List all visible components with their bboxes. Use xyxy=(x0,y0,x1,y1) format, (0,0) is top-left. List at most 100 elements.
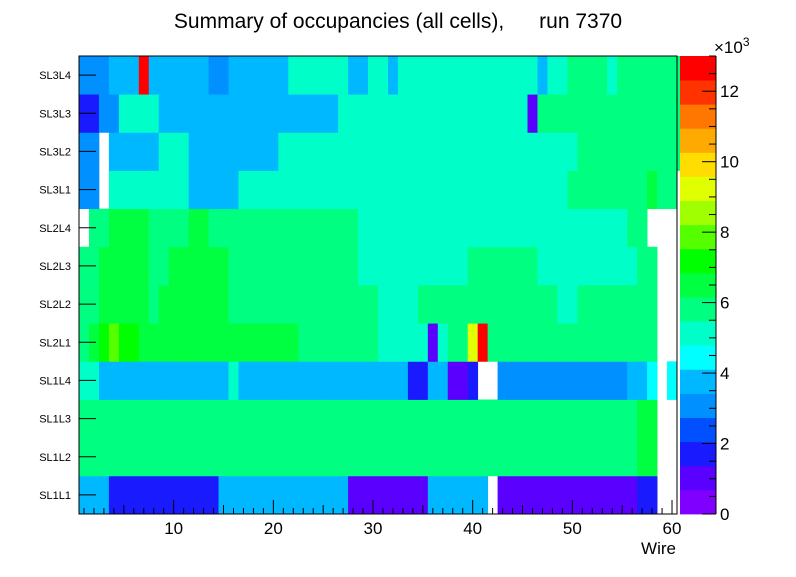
heatmap-cell xyxy=(118,285,130,324)
heatmap-cell xyxy=(138,170,150,210)
heatmap-cell xyxy=(507,246,518,286)
heatmap-cell xyxy=(487,208,498,248)
heatmap-cell xyxy=(637,361,648,400)
heatmap-cell xyxy=(447,361,459,400)
heatmap-cell xyxy=(497,170,508,210)
heatmap-cell xyxy=(108,475,120,515)
heatmap-cell xyxy=(647,285,658,324)
heatmap-cell xyxy=(627,94,638,133)
heatmap-cell xyxy=(198,361,209,400)
heatmap-cell xyxy=(218,437,229,477)
heatmap-cell xyxy=(288,132,299,171)
heatmap-cell xyxy=(138,323,150,362)
heatmap-cell xyxy=(597,285,608,324)
heatmap-cell xyxy=(198,170,209,210)
heatmap-cell xyxy=(537,323,548,362)
heatmap-cell xyxy=(617,475,628,515)
heatmap-cell xyxy=(368,208,379,248)
heatmap-cell xyxy=(467,56,479,95)
heatmap-cell xyxy=(427,285,439,324)
heatmap-cell xyxy=(378,246,389,286)
chart-title: Summary of occupancies (all cells), run … xyxy=(174,10,622,33)
heatmap-cell xyxy=(577,361,588,400)
heatmap-cell xyxy=(158,170,170,210)
y-tick-label: SL2L3 xyxy=(39,261,71,273)
heatmap-cell xyxy=(148,285,160,324)
heatmap-cell xyxy=(328,285,339,324)
heatmap-cell xyxy=(517,285,528,324)
palette-swatch xyxy=(680,345,716,370)
heatmap-cell xyxy=(657,170,668,210)
heatmap-cell xyxy=(447,132,459,171)
heatmap-cell xyxy=(98,399,110,439)
heatmap-cell xyxy=(637,399,648,439)
heatmap-cell xyxy=(238,475,249,515)
heatmap-cell xyxy=(597,246,608,286)
heatmap-cell xyxy=(537,208,548,248)
heatmap-cell xyxy=(268,437,279,477)
heatmap-cell xyxy=(427,132,439,171)
heatmap-cell xyxy=(577,208,588,248)
heatmap-cell xyxy=(577,56,588,95)
palette-swatch xyxy=(680,465,716,491)
heatmap-cell xyxy=(368,132,379,171)
heatmap-cell xyxy=(407,132,419,171)
heatmap-cell xyxy=(238,56,249,95)
heatmap-cell xyxy=(278,285,289,324)
heatmap-cell xyxy=(158,399,170,439)
heatmap-cell xyxy=(188,285,199,324)
heatmap-cell xyxy=(527,56,538,95)
heatmap-cell xyxy=(308,208,319,248)
heatmap-cell xyxy=(617,94,628,133)
heatmap-cell xyxy=(238,246,249,286)
heatmap-cell xyxy=(108,132,120,171)
heatmap-cell xyxy=(427,208,439,248)
heatmap-cell xyxy=(437,56,449,95)
y-tick-label: SL2L4 xyxy=(39,223,71,235)
heatmap-cell xyxy=(208,475,219,515)
heatmap-cell xyxy=(248,246,259,286)
heatmap-cell xyxy=(178,323,190,362)
heatmap-cell xyxy=(128,94,140,133)
heatmap-cell xyxy=(557,437,568,477)
heatmap-cell xyxy=(517,208,528,248)
heatmap-cell xyxy=(298,323,309,362)
color-palette xyxy=(680,56,716,515)
heatmap-cell xyxy=(378,170,389,210)
heatmap-cell xyxy=(348,399,359,439)
heatmap-cell xyxy=(477,94,489,133)
heatmap-cell xyxy=(288,475,299,515)
heatmap-cell xyxy=(447,56,459,95)
heatmap-cell xyxy=(557,132,568,171)
heatmap-cell xyxy=(308,246,319,286)
heatmap-cell xyxy=(158,437,170,477)
heatmap-cell xyxy=(368,170,379,210)
heatmap-cell xyxy=(437,361,449,400)
palette-swatch xyxy=(680,489,716,515)
heatmap-cell xyxy=(667,170,678,210)
heatmap-cell xyxy=(517,399,528,439)
heatmap-cell xyxy=(338,170,349,210)
heatmap-cell xyxy=(108,285,120,324)
heatmap-cell xyxy=(417,208,429,248)
heatmap-cell xyxy=(637,437,648,477)
heatmap-cell xyxy=(617,437,628,477)
heatmap-cell xyxy=(557,170,568,210)
heatmap-cell xyxy=(517,94,528,133)
heatmap-cell xyxy=(657,56,668,95)
heatmap-cell xyxy=(148,361,160,400)
heatmap-cell xyxy=(288,361,299,400)
heatmap-cell xyxy=(178,132,190,171)
heatmap-cell xyxy=(198,208,209,248)
heatmap-cell xyxy=(338,56,349,95)
heatmap-cell xyxy=(298,170,309,210)
heatmap-cell xyxy=(168,94,180,133)
heatmap-cell xyxy=(597,56,608,95)
heatmap-cell xyxy=(268,170,279,210)
heatmap-cell xyxy=(417,475,429,515)
heatmap-cell xyxy=(328,323,339,362)
heatmap-cell xyxy=(557,475,568,515)
heatmap-cell xyxy=(497,285,508,324)
